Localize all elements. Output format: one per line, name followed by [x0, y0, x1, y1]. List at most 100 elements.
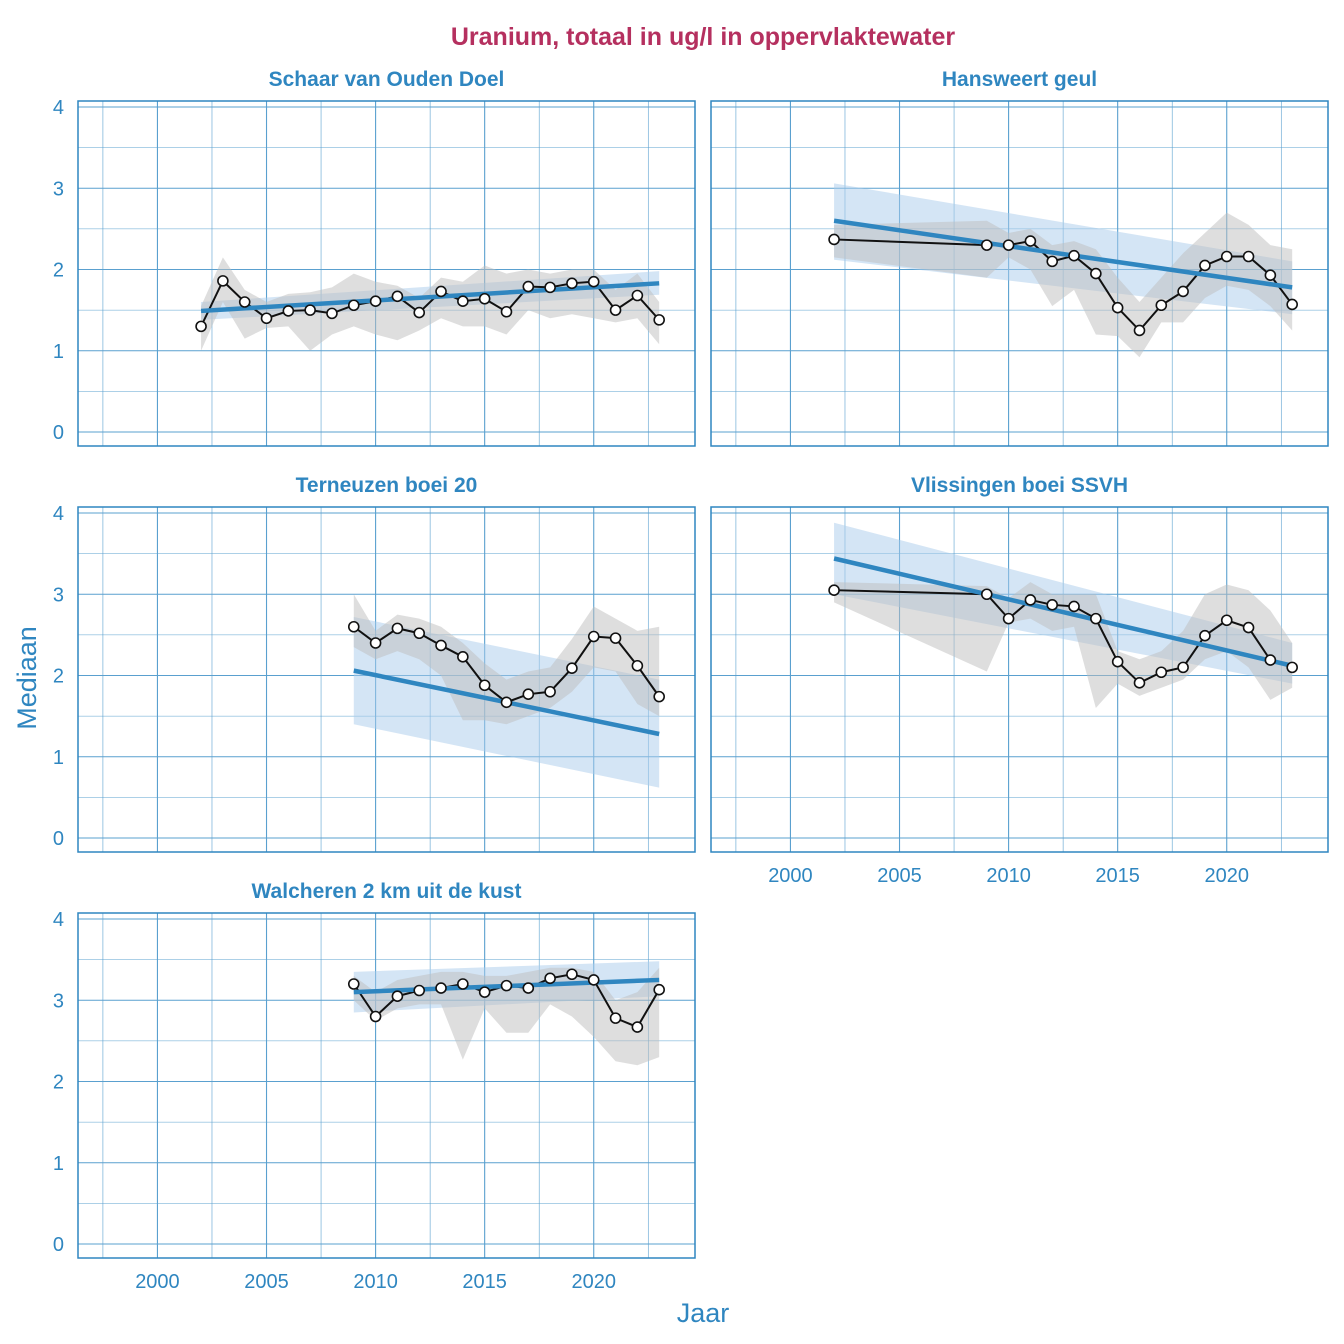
panel-frame [77, 912, 696, 1259]
data-point [522, 280, 535, 293]
panel: Hansweert geul [710, 68, 1329, 447]
y-tick-label: 2 [53, 260, 64, 282]
data-point [304, 304, 316, 316]
data-point [435, 285, 447, 298]
data-point [217, 275, 229, 287]
x-tick-label: 2005 [244, 1271, 289, 1293]
x-tick-label: 2015 [1095, 865, 1140, 887]
data-point [609, 1012, 622, 1024]
trend-line [200, 281, 660, 314]
data-point [1199, 629, 1211, 642]
trend-line [833, 218, 1293, 290]
series-line [200, 279, 660, 327]
data-point [1286, 661, 1298, 674]
data-point [1177, 661, 1189, 674]
data-point [653, 314, 665, 326]
data-point [1046, 599, 1059, 611]
data-point [347, 299, 360, 312]
panels: Schaar van Ouden Doel 0 1 2 3 4 Hansweert geul… [53, 68, 1329, 1293]
data-point [1090, 267, 1102, 280]
data-point [391, 622, 404, 635]
data-point [260, 312, 273, 325]
data-point [587, 974, 600, 986]
data-point [413, 984, 426, 997]
data-point [1068, 249, 1080, 262]
x-tick-label: 2005 [877, 865, 922, 887]
data-point [1264, 654, 1277, 666]
data-point [478, 679, 491, 692]
data-band [834, 582, 1293, 708]
data-point [1133, 324, 1146, 337]
data-point [1111, 655, 1124, 668]
data-point [980, 588, 993, 601]
data-point [1286, 298, 1298, 311]
data-point [1242, 250, 1255, 263]
data-point [282, 305, 295, 317]
y-tick-label: 0 [53, 828, 64, 850]
y-axis-title: Mediaan [12, 626, 42, 730]
panel: Walcheren 2 km uit de kust 0 1 2 3 4 2000 2005 2… [53, 880, 696, 1293]
y-tick-label: 1 [53, 341, 64, 363]
panel-title: Vlissingen boei SSVH [911, 474, 1128, 497]
data-point [413, 627, 426, 640]
data-point [195, 320, 207, 333]
panel-frame [77, 100, 696, 447]
data-point [1220, 250, 1233, 263]
data-point [631, 289, 644, 302]
data-point [435, 982, 447, 994]
data-point [478, 292, 491, 305]
data-band [201, 257, 660, 351]
data-point [566, 277, 578, 290]
y-tick-label: 2 [53, 1072, 64, 1094]
data-point [522, 982, 535, 994]
y-tick-label: 4 [53, 909, 64, 931]
panel: Schaar van Ouden Doel 0 1 2 3 4 [53, 68, 696, 447]
data-point [391, 290, 404, 303]
panel-title: Terneuzen boei 20 [296, 474, 478, 497]
x-tick-label: 2010 [986, 865, 1031, 887]
data-point [457, 295, 469, 307]
panel-title: Hansweert geul [942, 68, 1097, 91]
data-point [544, 281, 556, 294]
data-point [566, 662, 578, 674]
data-point [1155, 666, 1168, 679]
data-point [1002, 239, 1015, 251]
data-band [834, 212, 1293, 358]
data-point [1155, 299, 1168, 312]
y-tick-label: 3 [53, 990, 64, 1012]
data-point [609, 632, 622, 644]
data-point [347, 620, 360, 633]
data-point [500, 979, 513, 992]
data-point [369, 295, 382, 307]
y-tick-label: 0 [53, 1234, 64, 1256]
y-tick-label: 3 [53, 178, 64, 200]
data-point [238, 296, 251, 308]
data-point [828, 233, 840, 246]
data-point [457, 651, 469, 663]
data-point [566, 968, 578, 981]
data-point [653, 690, 665, 703]
data-point [1220, 614, 1233, 627]
x-tick-label: 2000 [768, 865, 813, 887]
data-point [347, 978, 360, 990]
y-tick-label: 4 [53, 97, 64, 119]
data-point [1133, 677, 1146, 689]
data-point [391, 990, 404, 1002]
data-point [457, 978, 469, 990]
y-tick-label: 2 [53, 666, 64, 688]
grid [711, 507, 1328, 852]
grid [78, 101, 695, 446]
data-point [500, 305, 513, 318]
data-point [587, 630, 600, 643]
data-point [1024, 594, 1037, 606]
data-point [1111, 301, 1124, 314]
panel-frame [710, 100, 1329, 447]
chart-title: Uranium, totaal in ug/l in oppervlaktewa… [451, 23, 956, 51]
series-line [834, 238, 1293, 332]
data-point [413, 306, 426, 319]
x-tick-label: 2020 [571, 1271, 616, 1293]
data-point [369, 1010, 382, 1023]
data-point [1199, 259, 1211, 272]
data-point [1177, 285, 1189, 298]
data-point [1024, 235, 1037, 247]
